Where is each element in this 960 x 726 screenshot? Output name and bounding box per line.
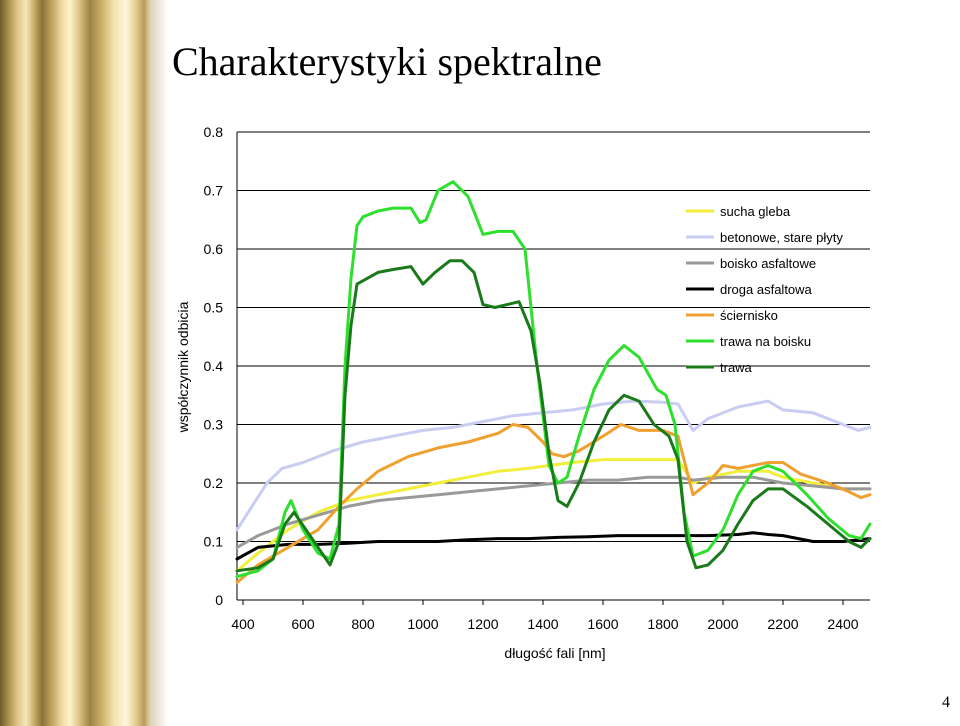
- y-tick-label: 0.1: [204, 534, 224, 550]
- legend-entry: trawa na boisku: [720, 334, 811, 349]
- page-title: Charakterystyki spektralne: [172, 39, 602, 84]
- x-tick-label: 1400: [527, 616, 558, 632]
- series-line: [235, 458, 872, 573]
- y-tick-label: 0.5: [204, 300, 224, 316]
- x-tick-label: 1800: [647, 616, 678, 632]
- series-line: [235, 423, 872, 584]
- y-axis-label: współczynnik odbicia: [175, 301, 191, 433]
- y-tick-label: 0.4: [204, 358, 224, 374]
- x-tick-label: 600: [291, 616, 315, 632]
- x-tick-label: 2000: [707, 616, 738, 632]
- x-tick-label: 1600: [587, 616, 618, 632]
- legend-entry: trawa: [720, 360, 753, 375]
- legend-entry: betonowe, stare płyty: [720, 230, 843, 245]
- series-line: [235, 259, 872, 573]
- y-tick-label: 0.6: [204, 241, 224, 257]
- x-tick-labels: 400 600 800 1000 1200 1400 1600 1800 2000 2200 240…: [231, 600, 859, 632]
- y-tick-label: 0.3: [204, 417, 224, 433]
- series-line: [235, 531, 872, 561]
- y-tick-label: 0: [215, 592, 223, 608]
- legend-entry: droga asfaltowa: [720, 282, 813, 297]
- legend-entry: boisko asfaltowe: [720, 256, 816, 271]
- y-tick-label: 0.2: [204, 475, 224, 491]
- x-tick-label: 800: [351, 616, 375, 632]
- x-tick-label: 400: [231, 616, 255, 632]
- x-tick-label: 2400: [827, 616, 858, 632]
- legend-entry: sucha gleba: [720, 204, 791, 219]
- y-tick-label: 0.8: [204, 124, 224, 140]
- series-lines: [235, 180, 872, 584]
- axes: [236, 132, 870, 601]
- legend-entry: ściernisko: [720, 308, 778, 323]
- decorative-side-band: [0, 0, 168, 726]
- y-tick-label: 0.7: [204, 183, 224, 199]
- x-tick-label: 1200: [467, 616, 498, 632]
- legend: sucha gleba betonowe, stare płyty boisko a…: [686, 204, 843, 375]
- slide-number: 4: [942, 694, 950, 711]
- x-tick-label: 2200: [767, 616, 798, 632]
- x-tick-label: 1000: [407, 616, 438, 632]
- series-line: [235, 399, 872, 532]
- x-axis-label: długość fali [nm]: [504, 645, 605, 661]
- y-tick-labels: 0 0.1 0.2 0.3 0.4 0.5 0.6 0.7 0.8: [204, 124, 224, 608]
